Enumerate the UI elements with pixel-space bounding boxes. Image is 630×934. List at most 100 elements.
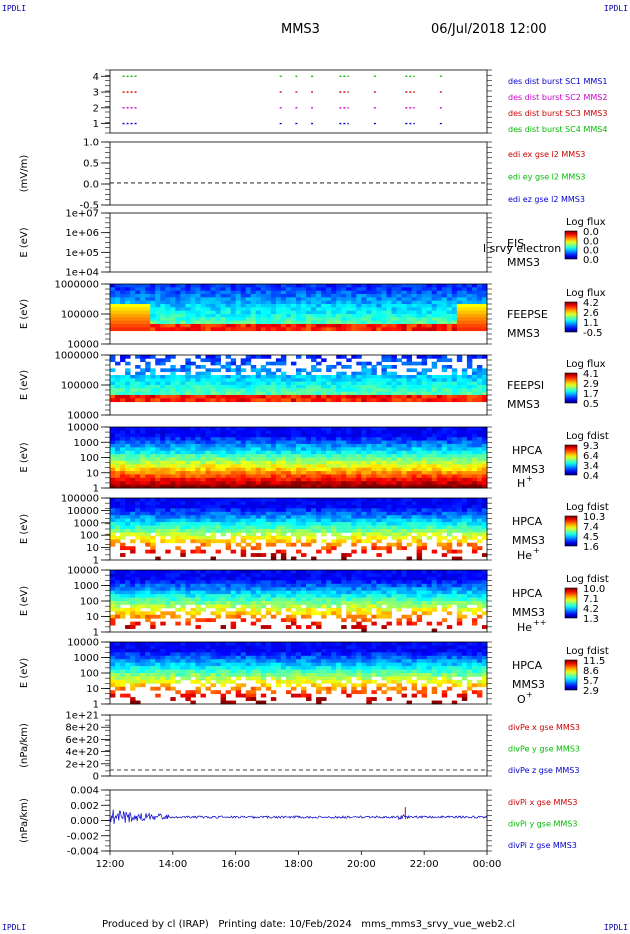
spectrogram-cell (436, 287, 443, 292)
spectrogram-cell (125, 307, 131, 312)
spectrogram-cell (426, 501, 433, 506)
spectrogram-cell (280, 501, 287, 506)
spectrogram-cell (466, 443, 473, 448)
spectrogram-cell (115, 580, 121, 585)
spectrogram-cell (260, 525, 267, 530)
y-axis-label: E (eV) (19, 227, 30, 257)
spectrogram-cell (210, 290, 216, 295)
spectrogram-cell (406, 501, 412, 506)
spectrogram-cell (190, 381, 196, 386)
spectrogram-cell (175, 546, 181, 551)
spectrogram-cell (195, 508, 201, 513)
spectrogram-cell (215, 317, 221, 322)
spectrogram-cell (110, 518, 116, 523)
spectrogram-cell (351, 304, 357, 308)
spectrogram-cell (230, 573, 237, 578)
spectrogram-cell (321, 457, 327, 462)
spectrogram-cell (416, 474, 423, 479)
spectrogram-cell (195, 607, 201, 612)
spectrogram-cell (386, 427, 392, 431)
spectrogram-cell (401, 508, 407, 513)
spectrogram-cell (185, 467, 191, 472)
spectrogram-cell (155, 576, 161, 581)
spectrogram-cell (260, 287, 267, 292)
spectrogram-cell (165, 532, 171, 537)
spectrogram-cell (371, 320, 377, 325)
spectrogram-cell (120, 324, 126, 328)
spectrogram-cell (431, 467, 438, 472)
spectrogram-cell (130, 546, 136, 551)
spectrogram-cell (205, 576, 211, 581)
spectrogram-cell (351, 535, 357, 540)
spectrogram-cell (255, 515, 262, 520)
spectrogram-cell (371, 464, 377, 469)
spectrogram-cell (235, 307, 242, 312)
spectrogram-cell (135, 371, 141, 376)
spectrogram-cell (331, 511, 337, 516)
spectrogram-cell (371, 508, 377, 513)
spectrogram-cell (471, 381, 478, 386)
spectrogram-cell (200, 300, 206, 305)
spectrogram-cell (351, 385, 357, 389)
spectrogram-cell (466, 511, 473, 516)
spectrogram-cell (175, 375, 181, 379)
spectrogram-cell (170, 508, 176, 513)
spectrogram-cell (376, 294, 382, 298)
spectrogram-cell (130, 320, 136, 325)
spectrogram-cell (110, 388, 116, 393)
spectrogram-cell (180, 297, 186, 302)
spectrogram-cell (366, 388, 372, 393)
spectrogram-cell (245, 484, 252, 489)
spectrogram-cell (451, 518, 458, 523)
spectrogram-cell (135, 573, 141, 578)
spectrogram-cell (376, 310, 382, 315)
spectrogram-cell (401, 307, 407, 312)
spectrogram-cell (235, 375, 242, 379)
spectrogram-cell (125, 471, 131, 475)
spectrogram-cell (245, 440, 252, 445)
spectrogram-cell (285, 378, 292, 383)
spectrogram-cell (205, 511, 211, 516)
spectrogram-cell (175, 573, 181, 578)
spectrogram-cell (225, 504, 232, 509)
spectrogram-cell (195, 504, 201, 509)
spectrogram-cell (431, 385, 438, 389)
spectrogram-cell (120, 525, 126, 530)
spectrogram-cell (406, 290, 412, 295)
spectrogram-cell (306, 515, 312, 520)
spectrogram-cell (321, 287, 327, 292)
spectrogram-cell (436, 471, 443, 475)
spectrogram-cell (311, 440, 317, 445)
spectrogram-cell (225, 573, 232, 578)
spectrogram-cell (396, 430, 402, 435)
spectrogram-cell (366, 327, 372, 332)
spectrogram-cell (205, 375, 211, 379)
spectrogram-cell (406, 498, 412, 502)
spectrogram-cell (326, 464, 332, 469)
spectrogram-cell (361, 378, 367, 383)
spectrogram-cell (441, 440, 448, 445)
spectrogram-cell (441, 525, 448, 530)
spectrogram-cell (406, 433, 412, 438)
spectrogram-cell (451, 310, 458, 315)
spectrogram-cell (311, 437, 317, 441)
spectrogram-cell (381, 358, 387, 363)
spectrogram-cell (451, 287, 458, 292)
spectrogram-cell (285, 287, 292, 292)
spectrogram-cell (280, 484, 287, 489)
spectrogram-cell (351, 307, 357, 312)
spectrogram-cell (406, 447, 412, 452)
spectrogram-cell (115, 529, 121, 533)
spectrogram-cell (376, 287, 382, 292)
spectrogram-cell (110, 522, 116, 526)
spectrogram-cell (125, 310, 131, 315)
spectrogram-cell (220, 450, 227, 455)
spectrogram-cell (285, 381, 292, 386)
spectrogram-cell (120, 597, 126, 602)
spectrogram-cell (456, 290, 463, 295)
spectrogram-cell (155, 324, 161, 328)
spectrogram-cell (250, 601, 257, 605)
spectrogram-cell (180, 294, 186, 298)
spectrogram-cell (190, 460, 196, 465)
spectrogram-cell (290, 511, 297, 516)
